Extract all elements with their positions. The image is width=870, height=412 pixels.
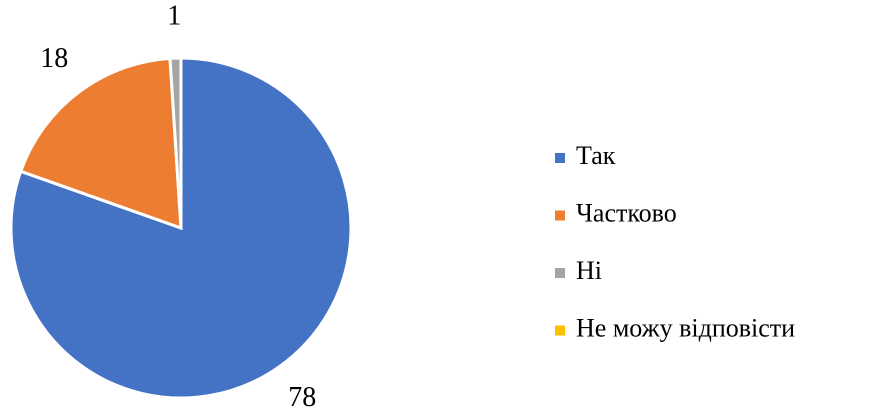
- legend-label: Частково: [576, 198, 677, 227]
- pie-slice: [18, 56, 183, 231]
- legend-label: Ні: [576, 256, 602, 285]
- data-label: 18: [40, 43, 68, 74]
- data-label: 78: [288, 382, 316, 412]
- legend-label: Не можу відповісти: [576, 313, 795, 342]
- legend-swatch: [555, 325, 565, 336]
- legend-label: Так: [576, 141, 616, 170]
- legend-swatch: [555, 210, 565, 221]
- legend-swatch: [555, 153, 565, 163]
- legend-swatch: [555, 268, 565, 278]
- data-label: 1: [167, 1, 181, 32]
